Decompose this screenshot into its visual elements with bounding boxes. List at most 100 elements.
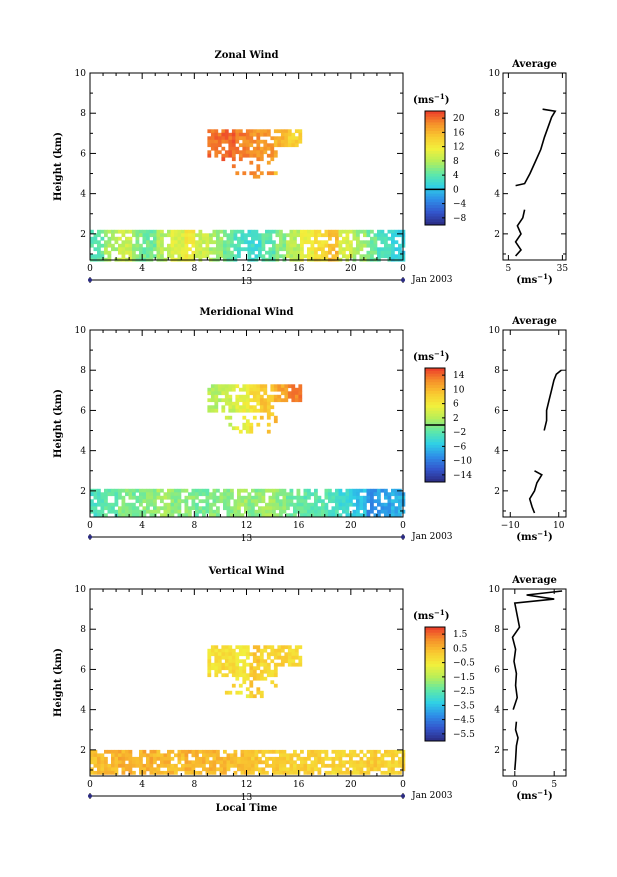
heatmap-cell	[279, 243, 283, 248]
heatmap-cell	[118, 492, 122, 497]
colorbar-segment	[425, 165, 445, 169]
heatmap-cell	[266, 429, 271, 434]
heatmap-cell	[338, 502, 343, 507]
heatmap-cell	[216, 233, 220, 238]
heatmap-cell	[266, 143, 271, 148]
heatmap-cell	[219, 770, 224, 775]
x-tick-label: 20	[345, 780, 357, 790]
heatmap-cell	[235, 426, 240, 431]
heatmap-cell	[223, 506, 227, 511]
heatmap-cell	[279, 236, 283, 241]
heatmap-cell	[156, 236, 161, 241]
heatmap-cell	[380, 760, 385, 765]
heatmap-cell	[391, 250, 395, 255]
heatmap-cell	[214, 655, 219, 660]
heatmap-cell	[324, 492, 329, 497]
heatmap-cell	[289, 502, 294, 507]
heatmap-cell	[97, 250, 101, 255]
heatmap-cell	[251, 770, 255, 775]
heatmap-cell	[256, 659, 261, 664]
heatmap-cell	[156, 240, 161, 245]
heatmap-cell	[331, 749, 336, 754]
heatmap-cell	[256, 401, 261, 406]
heatmap-cell	[256, 391, 261, 396]
heatmap-cell	[331, 756, 336, 761]
heatmap-cell	[135, 513, 140, 518]
heatmap-cell	[224, 415, 229, 420]
heatmap-cell	[240, 767, 245, 772]
heatmap-cell	[139, 763, 143, 768]
heatmap-cell	[216, 513, 220, 518]
heatmap-cell	[261, 236, 266, 241]
heatmap-cell	[238, 129, 243, 134]
heatmap-cell	[217, 659, 222, 664]
heatmap-cell	[114, 763, 119, 768]
x-tick-label: 16	[293, 780, 305, 790]
heatmap-cell	[252, 652, 257, 657]
heatmap-cell	[205, 760, 210, 765]
heatmap-cell	[398, 492, 402, 497]
heatmap-cell	[252, 405, 257, 410]
colorbar-segment	[425, 718, 445, 722]
heatmap-cell	[384, 753, 388, 758]
heatmap-cell	[324, 250, 329, 255]
heatmap-cell	[247, 250, 252, 255]
colorbar-unit: (ms−1)	[413, 92, 449, 106]
heatmap-cell	[272, 763, 276, 768]
heatmap-cell	[223, 756, 227, 761]
heatmap-cell	[277, 387, 282, 392]
heatmap-cell	[251, 240, 255, 245]
heatmap-cell	[314, 763, 318, 768]
heatmap-cell	[251, 243, 255, 248]
heatmap-cell	[273, 655, 278, 660]
heatmap-cell	[356, 509, 360, 514]
heatmap-cell	[270, 652, 275, 657]
avg-y-tick-label: 6	[494, 406, 500, 416]
heatmap-cell	[235, 401, 240, 406]
heatmap-cell	[235, 652, 240, 657]
heatmap-cell	[97, 509, 101, 514]
heatmap-cell	[153, 254, 157, 259]
heatmap-cell	[235, 129, 240, 134]
colorbar-label: −10	[453, 457, 472, 467]
heatmap-cell	[254, 513, 259, 518]
heatmap-cell	[282, 753, 287, 758]
heatmap-cell	[205, 767, 210, 772]
heatmap-cell	[139, 767, 143, 772]
heatmap-cell	[191, 492, 196, 497]
heatmap-cell	[230, 763, 234, 768]
heatmap-cell	[266, 405, 271, 410]
heatmap-cell	[256, 139, 261, 144]
unit-text: (ms	[516, 275, 537, 286]
heatmap-cell	[146, 753, 150, 758]
heatmap-cell	[111, 233, 115, 238]
heatmap-cell	[132, 506, 136, 511]
heatmap-cell	[314, 749, 318, 754]
heatmap-cell	[223, 763, 227, 768]
heatmap-cell	[254, 243, 259, 248]
heatmap-cell	[184, 756, 189, 761]
heatmap-cell	[370, 760, 374, 765]
heatmap-cell	[380, 236, 385, 241]
x-tick-label: 0	[400, 780, 406, 790]
avg-x-tick-label: −10	[501, 521, 520, 531]
heatmap-cell	[214, 662, 219, 667]
heatmap-cell	[125, 513, 129, 518]
heatmap-cell	[191, 506, 196, 511]
heatmap-cell	[256, 157, 261, 162]
heatmap-cell	[237, 236, 241, 241]
heatmap-cell	[233, 254, 238, 259]
heatmap-cell	[338, 753, 343, 758]
heatmap-cell	[317, 240, 322, 245]
heatmap-cell	[111, 243, 115, 248]
heatmap-cell	[314, 236, 318, 241]
heatmap-cell	[224, 394, 229, 399]
heatmap-cell	[198, 763, 203, 768]
heatmap-cell	[296, 492, 301, 497]
heatmap-cell	[279, 499, 283, 504]
heatmap-cell	[249, 669, 254, 674]
heatmap-cell	[139, 753, 143, 758]
x-tick-label: 12	[241, 264, 252, 274]
heatmap-cell	[170, 509, 175, 514]
